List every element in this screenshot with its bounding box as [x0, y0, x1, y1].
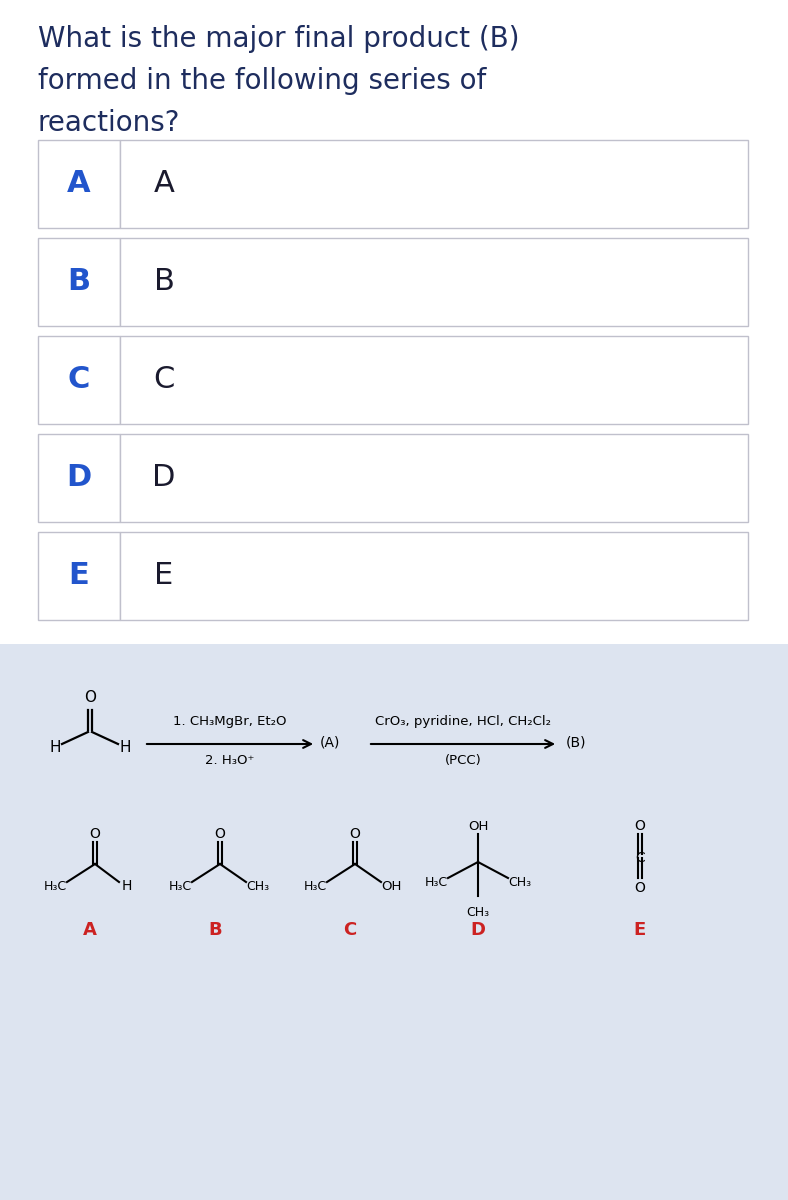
FancyBboxPatch shape — [38, 238, 120, 326]
Text: O: O — [634, 818, 645, 833]
Text: H₃C: H₃C — [169, 880, 191, 893]
Text: H₃C: H₃C — [43, 880, 66, 893]
Text: O: O — [84, 690, 96, 704]
FancyBboxPatch shape — [120, 238, 748, 326]
Text: H: H — [119, 739, 131, 755]
Text: A: A — [154, 169, 174, 198]
Text: What is the major final product (B): What is the major final product (B) — [38, 25, 519, 53]
Text: (A): (A) — [320, 736, 340, 750]
Text: (PCC): (PCC) — [444, 754, 481, 767]
Text: O: O — [90, 827, 100, 841]
Text: OH: OH — [468, 820, 489, 833]
Text: O: O — [634, 881, 645, 895]
FancyBboxPatch shape — [120, 336, 748, 424]
Text: C: C — [154, 366, 175, 395]
Text: reactions?: reactions? — [38, 109, 180, 137]
FancyBboxPatch shape — [120, 532, 748, 620]
Text: OH: OH — [381, 880, 401, 893]
Text: CH₃: CH₃ — [466, 906, 489, 919]
Text: D: D — [66, 463, 91, 492]
Text: formed in the following series of: formed in the following series of — [38, 67, 486, 95]
FancyBboxPatch shape — [120, 140, 748, 228]
Text: B: B — [154, 268, 174, 296]
Text: O: O — [350, 827, 360, 841]
Text: 2. H₃O⁺: 2. H₃O⁺ — [206, 754, 255, 767]
FancyBboxPatch shape — [38, 532, 120, 620]
Text: C: C — [635, 851, 645, 865]
Text: C: C — [344, 922, 357, 938]
Text: D: D — [470, 922, 485, 938]
Text: A: A — [83, 922, 97, 938]
Text: B: B — [68, 268, 91, 296]
Text: 1. CH₃MgBr, Et₂O: 1. CH₃MgBr, Et₂O — [173, 715, 287, 728]
FancyBboxPatch shape — [38, 336, 120, 424]
Text: CH₃: CH₃ — [247, 880, 269, 893]
FancyBboxPatch shape — [38, 434, 120, 522]
Text: CH₃: CH₃ — [508, 876, 532, 889]
FancyBboxPatch shape — [0, 644, 788, 1200]
Text: CrO₃, pyridine, HCl, CH₂Cl₂: CrO₃, pyridine, HCl, CH₂Cl₂ — [375, 715, 551, 728]
Text: (B): (B) — [566, 736, 586, 750]
Text: C: C — [68, 366, 90, 395]
Text: B: B — [208, 922, 221, 938]
Text: H₃C: H₃C — [303, 880, 326, 893]
Text: H: H — [49, 739, 61, 755]
Text: E: E — [69, 562, 89, 590]
Text: D: D — [152, 463, 176, 492]
Text: H: H — [122, 878, 132, 893]
Text: H₃C: H₃C — [425, 876, 448, 889]
Text: A: A — [67, 169, 91, 198]
Text: E: E — [634, 922, 646, 938]
Text: O: O — [214, 827, 225, 841]
FancyBboxPatch shape — [38, 140, 120, 228]
FancyBboxPatch shape — [120, 434, 748, 522]
Text: E: E — [154, 562, 173, 590]
